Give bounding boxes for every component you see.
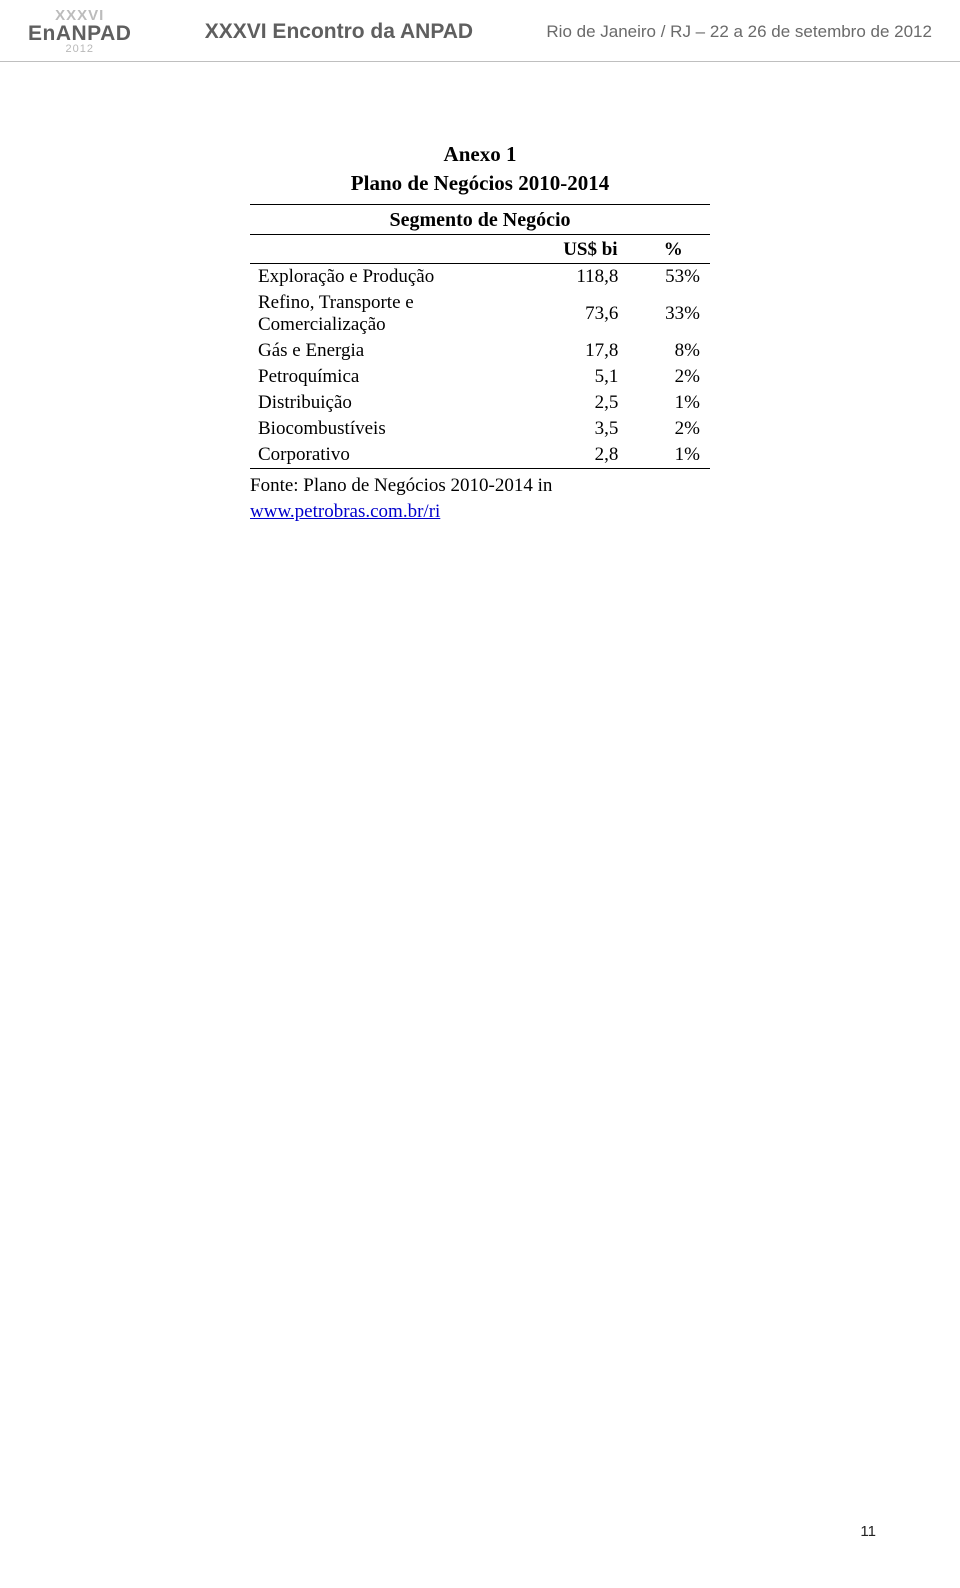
row-value: 2,8 bbox=[544, 442, 636, 469]
conference-title: XXXVI Encontro da ANPAD bbox=[205, 20, 473, 44]
row-value: 3,5 bbox=[544, 416, 636, 442]
row-value: 17,8 bbox=[544, 338, 636, 364]
row-value: 73,6 bbox=[544, 290, 636, 338]
table-row: Refino, Transporte e Comercialização 73,… bbox=[250, 290, 710, 338]
col-header-pct: % bbox=[636, 235, 710, 264]
row-label: Distribuição bbox=[250, 390, 544, 416]
row-label: Gás e Energia bbox=[250, 338, 544, 364]
row-label: Corporativo bbox=[250, 442, 544, 469]
row-pct: 2% bbox=[636, 416, 710, 442]
table-row: Exploração e Produção 118,8 53% bbox=[250, 264, 710, 291]
row-label: Exploração e Produção bbox=[250, 264, 544, 291]
row-pct: 53% bbox=[636, 264, 710, 291]
source-prefix: Fonte: Plano de Negócios 2010-2014 in bbox=[250, 475, 552, 496]
row-pct: 8% bbox=[636, 338, 710, 364]
table-header-span: Segmento de Negócio bbox=[250, 205, 710, 235]
annex-label: Anexo 1 bbox=[120, 142, 840, 167]
row-value: 5,1 bbox=[544, 364, 636, 390]
row-pct: 33% bbox=[636, 290, 710, 338]
row-label: Petroquímica bbox=[250, 364, 544, 390]
table-row: Gás e Energia 17,8 8% bbox=[250, 338, 710, 364]
segment-table: Segmento de Negócio US$ bi % Exploração … bbox=[250, 204, 710, 469]
row-label: Biocombustíveis bbox=[250, 416, 544, 442]
row-pct: 1% bbox=[636, 442, 710, 469]
conference-location-date: Rio de Janeiro / RJ – 22 a 26 de setembr… bbox=[546, 22, 932, 42]
row-pct: 2% bbox=[636, 364, 710, 390]
table-row: Corporativo 2,8 1% bbox=[250, 442, 710, 469]
row-value: 2,5 bbox=[544, 390, 636, 416]
table-row: Distribuição 2,5 1% bbox=[250, 390, 710, 416]
logo-year: 2012 bbox=[65, 44, 93, 55]
conference-logo: XXXVI EnANPAD 2012 bbox=[28, 8, 131, 55]
header-banner: XXXVI EnANPAD 2012 XXXVI Encontro da ANP… bbox=[0, 0, 960, 62]
logo-brand: EnANPAD bbox=[28, 23, 131, 44]
row-value: 118,8 bbox=[544, 264, 636, 291]
page-number: 11 bbox=[860, 1523, 876, 1540]
table-body: Exploração e Produção 118,8 53% Refino, … bbox=[250, 264, 710, 469]
row-label: Refino, Transporte e Comercialização bbox=[250, 290, 544, 338]
table-row: Biocombustíveis 3,5 2% bbox=[250, 416, 710, 442]
table-row: Petroquímica 5,1 2% bbox=[250, 364, 710, 390]
col-header-value: US$ bi bbox=[544, 235, 636, 264]
source-link[interactable]: www.petrobras.com.br/ri bbox=[250, 501, 440, 522]
table-title: Plano de Negócios 2010-2014 bbox=[120, 171, 840, 196]
page-content: Anexo 1 Plano de Negócios 2010-2014 Segm… bbox=[0, 62, 960, 524]
table-source: Fonte: Plano de Negócios 2010-2014 in ww… bbox=[250, 473, 710, 524]
logo-roman: XXXVI bbox=[55, 8, 104, 23]
row-pct: 1% bbox=[636, 390, 710, 416]
